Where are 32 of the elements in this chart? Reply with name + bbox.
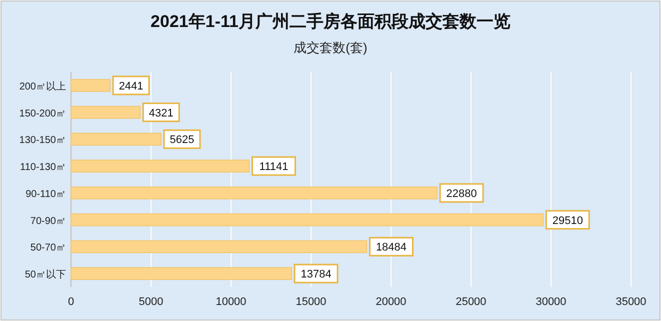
y-tick-label: 50㎡以下: [24, 268, 66, 281]
y-tick-label: 130-150㎡: [19, 135, 66, 146]
bar: [70, 160, 250, 172]
x-tick-label: 20000: [376, 296, 406, 308]
x-tick-label: 35000: [616, 296, 646, 308]
data-label: 22880: [446, 188, 477, 200]
y-tick-label: 150-200㎡: [19, 108, 66, 120]
y-tick-label: 200㎡以上: [19, 80, 66, 92]
x-tick-label: 30000: [536, 296, 566, 308]
bar: [70, 186, 438, 200]
y-tick-label: 90-110㎡: [26, 188, 66, 200]
bar: [70, 79, 110, 92]
data-label: 5625: [170, 134, 194, 146]
x-tick-label: 0: [68, 296, 74, 308]
chart-title: 2021年1-11月广州二手房各面积段成交套数一览: [150, 12, 510, 31]
x-tick-label: 15000: [296, 296, 326, 308]
data-label: 11141: [259, 161, 288, 174]
data-label: 13784: [300, 268, 332, 281]
x-tick-label: 10000: [216, 296, 246, 308]
y-tick-label: 70-90㎡: [30, 216, 66, 227]
data-label: 4321: [148, 107, 174, 120]
y-tick-label: 50-70㎡: [30, 242, 66, 254]
x-tick-label: 25000: [456, 296, 486, 308]
data-label: 29510: [552, 214, 583, 227]
x-tick-label: 5000: [138, 296, 164, 308]
y-tick-label: 110-130㎡: [20, 162, 66, 174]
bar: [70, 240, 368, 254]
data-label: 2441: [118, 80, 144, 92]
bar: [70, 132, 162, 146]
chart-subtitle: 成交套数(套): [294, 40, 368, 55]
data-label: 18484: [376, 242, 407, 254]
bar: [70, 267, 292, 280]
